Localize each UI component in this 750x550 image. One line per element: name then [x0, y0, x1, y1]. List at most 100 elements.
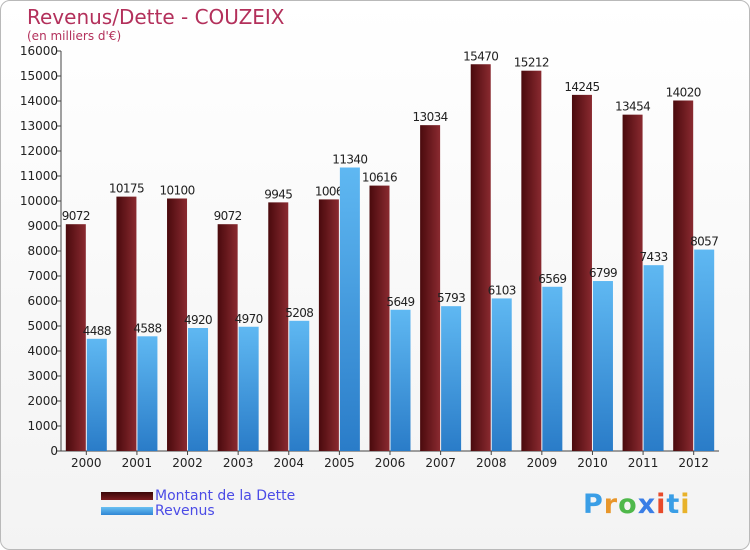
bar-dette-2009: [521, 70, 542, 451]
y-tick-label: 15000: [20, 69, 58, 83]
y-tick-label: 7000: [27, 269, 58, 283]
logo-letter: r: [603, 489, 619, 520]
x-tick-label: 2012: [678, 456, 709, 470]
logo-letter: t: [666, 489, 681, 520]
data-label-revenus-2012: 8057: [690, 235, 718, 249]
data-label-revenus-2005: 11340: [332, 153, 367, 167]
proxiti-logo: Proxiti: [583, 489, 691, 520]
y-tick-label: 16000: [20, 44, 58, 58]
y-tick-label: 14000: [20, 94, 58, 108]
legend-item-dette: Montant de la Dette: [101, 487, 296, 505]
data-label-dette-2002: 10100: [159, 184, 194, 198]
y-tick-label: 10000: [20, 194, 58, 208]
bar-dette-2005: [318, 199, 339, 451]
x-tick-label: 2004: [273, 456, 304, 470]
y-tick-label: 9000: [27, 219, 58, 233]
legend-swatch-dette: [101, 492, 153, 501]
data-label-revenus-2009: 6569: [538, 272, 566, 286]
x-tick-label: 2006: [375, 456, 406, 470]
y-tick-label: 5000: [27, 319, 58, 333]
y-tick-label: 12000: [20, 144, 58, 158]
bar-dette-2001: [116, 196, 137, 451]
data-label-revenus-2008: 6103: [488, 283, 516, 297]
bar-revenus-2001: [137, 336, 158, 451]
bar-dette-2010: [571, 94, 592, 451]
y-tick-label: 11000: [20, 169, 58, 183]
y-tick-label: 4000: [27, 344, 58, 358]
data-label-dette-2001: 10175: [109, 182, 144, 196]
legend-label-revenus: Revenus: [155, 503, 215, 520]
data-label-revenus-2003: 4970: [235, 312, 263, 326]
x-tick-label: 2009: [527, 456, 558, 470]
data-label-dette-2009: 15212: [514, 56, 549, 70]
logo-letter: i: [656, 489, 667, 520]
y-tick-label: 13000: [20, 119, 58, 133]
bar-dette-2002: [167, 198, 188, 451]
bar-dette-2012: [673, 100, 694, 451]
chart-subtitle: (en milliers d'€): [27, 29, 122, 43]
x-tick-label: 2011: [628, 456, 659, 470]
y-tick-label: 3000: [27, 369, 58, 383]
bar-revenus-2012: [694, 249, 715, 451]
logo-letter: o: [618, 489, 638, 520]
data-label-revenus-2006: 5649: [386, 295, 414, 309]
data-label-dette-2006: 10616: [362, 171, 397, 185]
data-label-revenus-2002: 4920: [184, 313, 212, 327]
data-label-revenus-2004: 5208: [285, 306, 313, 320]
logo-letter: x: [637, 489, 657, 520]
bar-revenus-2005: [339, 167, 360, 451]
data-label-dette-2007: 13034: [413, 110, 448, 124]
bar-dette-2011: [622, 114, 643, 452]
legend-swatch-revenus: [101, 507, 153, 516]
data-label-revenus-2000: 4488: [83, 324, 111, 338]
bar-revenus-2002: [188, 328, 209, 451]
x-tick-label: 2005: [324, 456, 355, 470]
x-tick-label: 2002: [172, 456, 203, 470]
x-tick-label: 2007: [425, 456, 456, 470]
data-label-revenus-2001: 4588: [133, 321, 161, 335]
bar-revenus-2009: [542, 286, 563, 451]
data-label-dette-2005: 1006: [315, 184, 343, 198]
data-label-dette-2010: 14245: [564, 80, 599, 94]
bar-revenus-2010: [592, 281, 613, 451]
x-tick-label: 2003: [223, 456, 254, 470]
bar-dette-2000: [65, 224, 86, 451]
legend-item-revenus: Revenus: [101, 502, 215, 520]
logo-letter: i: [680, 489, 691, 520]
legend-label-dette: Montant de la Dette: [155, 488, 296, 505]
logo-letter: P: [583, 489, 604, 520]
data-label-dette-2011: 13454: [615, 100, 650, 114]
y-tick-label: 8000: [27, 244, 58, 258]
x-tick-label: 2008: [476, 456, 507, 470]
x-tick-label: 2001: [122, 456, 153, 470]
data-label-dette-2012: 14020: [666, 86, 701, 100]
bar-revenus-2007: [441, 306, 462, 451]
data-label-dette-2003: 9072: [214, 209, 242, 223]
y-tick-label: 0: [50, 444, 58, 458]
bar-revenus-2008: [491, 298, 512, 451]
y-tick-label: 6000: [27, 294, 58, 308]
data-label-dette-2008: 15470: [463, 49, 498, 63]
bar-revenus-2004: [289, 320, 310, 451]
bar-dette-2008: [470, 64, 491, 451]
bar-revenus-2000: [86, 338, 107, 451]
bar-dette-2004: [268, 202, 289, 451]
bar-dette-2003: [217, 224, 238, 451]
bar-dette-2006: [369, 185, 390, 451]
x-tick-label: 2000: [71, 456, 102, 470]
chart-title: Revenus/Dette - COUZEIX: [27, 5, 285, 29]
y-tick-label: 2000: [27, 394, 58, 408]
data-label-dette-2000: 9072: [62, 209, 90, 223]
data-label-revenus-2011: 7433: [640, 250, 668, 264]
data-label-dette-2004: 9945: [264, 187, 292, 201]
data-label-revenus-2010: 6799: [589, 266, 617, 280]
bar-revenus-2011: [643, 265, 664, 451]
x-tick-label: 2010: [577, 456, 608, 470]
bar-revenus-2003: [238, 326, 259, 451]
data-label-revenus-2007: 5793: [437, 291, 465, 305]
y-tick-label: 1000: [27, 419, 58, 433]
bar-dette-2007: [420, 125, 441, 452]
bar-revenus-2006: [390, 309, 411, 451]
